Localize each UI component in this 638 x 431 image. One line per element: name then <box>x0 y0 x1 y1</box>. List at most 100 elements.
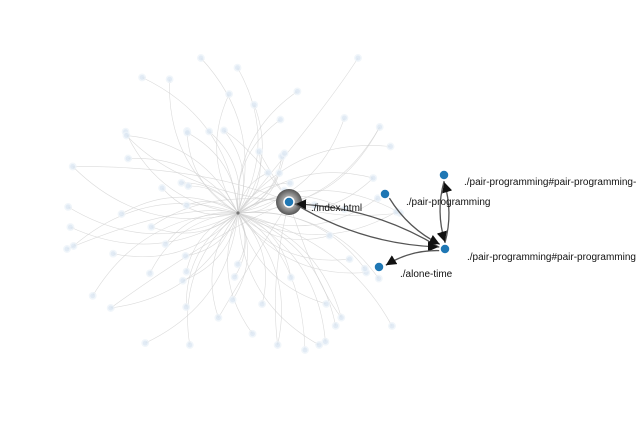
faded-edge <box>187 212 239 346</box>
faded-node[interactable] <box>275 169 284 178</box>
faded-node[interactable] <box>63 245 71 253</box>
faded-node[interactable] <box>220 126 228 135</box>
faded-edge <box>237 211 366 269</box>
faded-edge <box>237 172 269 214</box>
faded-node[interactable] <box>158 184 167 192</box>
faded-node[interactable] <box>165 75 174 84</box>
graph-node-pair-programming-anchor-2[interactable]: ./pair-programming#pair-programming <box>439 243 636 263</box>
faded-node[interactable] <box>345 255 354 264</box>
faded-node[interactable] <box>322 299 331 308</box>
faded-node[interactable] <box>109 249 118 258</box>
faded-node[interactable] <box>196 54 205 62</box>
faded-node[interactable] <box>68 162 77 171</box>
faded-node[interactable] <box>106 304 115 312</box>
faded-edge <box>237 117 345 214</box>
faded-node[interactable] <box>69 242 78 250</box>
faded-node[interactable] <box>369 174 378 183</box>
faded-node[interactable] <box>388 322 396 330</box>
faded-edge <box>121 196 239 215</box>
faded-edge <box>227 212 253 334</box>
faded-node[interactable] <box>374 274 383 283</box>
faded-edge <box>232 212 248 300</box>
faded-node[interactable] <box>248 329 257 338</box>
faded-node[interactable] <box>360 264 369 273</box>
faded-node[interactable] <box>182 267 191 276</box>
faded-edge <box>141 77 239 214</box>
faded-node[interactable] <box>66 223 75 232</box>
faded-node[interactable] <box>286 273 295 282</box>
faded-edge <box>237 67 259 214</box>
faded-node[interactable] <box>230 273 239 281</box>
faded-node[interactable] <box>184 182 193 190</box>
faded-node[interactable] <box>337 313 346 322</box>
faded-node[interactable] <box>124 154 133 163</box>
graph-node-pair-programming-anchor-1[interactable]: ./pair-programming#pair-programming- <box>438 169 636 188</box>
faded-edge <box>237 212 306 351</box>
faded-edge <box>110 201 290 309</box>
faded-edge <box>237 173 280 214</box>
faded-edge <box>167 79 239 214</box>
faded-node[interactable] <box>280 149 289 158</box>
faded-edge <box>185 212 239 258</box>
faded-node[interactable] <box>228 295 237 304</box>
faded-edge <box>288 126 380 203</box>
faded-node[interactable] <box>273 341 282 349</box>
faded-node[interactable] <box>183 128 192 137</box>
faded-node[interactable] <box>373 194 382 203</box>
faded-node[interactable] <box>340 113 349 122</box>
faded-edge <box>126 134 239 214</box>
faded-node[interactable] <box>177 178 186 187</box>
faded-node[interactable] <box>315 341 324 349</box>
faded-node[interactable] <box>64 202 73 211</box>
faded-node[interactable] <box>386 142 395 151</box>
faded-edge <box>237 153 286 214</box>
faded-node[interactable] <box>233 260 242 269</box>
faded-edge <box>237 211 397 235</box>
faded-node[interactable] <box>122 131 131 140</box>
faded-node[interactable] <box>141 339 150 348</box>
graph-node-alone-time[interactable]: ./alone-time <box>373 261 453 280</box>
faded-node[interactable] <box>331 321 340 330</box>
faded-node[interactable] <box>250 100 259 109</box>
faded-node[interactable] <box>321 337 330 346</box>
faded-node[interactable] <box>147 222 156 231</box>
faded-node[interactable] <box>293 87 302 96</box>
faded-edge <box>237 91 298 214</box>
faded-node[interactable] <box>375 123 384 131</box>
faded-node[interactable] <box>185 341 194 349</box>
faded-node[interactable] <box>214 313 223 322</box>
faded-node[interactable] <box>182 303 191 312</box>
faded-node[interactable] <box>205 127 214 136</box>
faded-edge <box>237 197 315 214</box>
faded-node[interactable] <box>178 276 187 285</box>
faded-edge <box>237 212 327 342</box>
faded-node[interactable] <box>138 73 147 82</box>
faded-node[interactable] <box>301 346 309 354</box>
faded-node[interactable] <box>264 168 273 177</box>
faded-node[interactable] <box>161 240 170 249</box>
faded-node[interactable] <box>88 291 97 300</box>
faded-node[interactable] <box>233 63 242 72</box>
faded-node[interactable] <box>181 252 190 260</box>
faded-node[interactable] <box>354 54 362 62</box>
graph-node-index[interactable]: ./index.html <box>283 196 362 214</box>
faded-node[interactable] <box>225 90 234 99</box>
edge-pair-programming-anchor-2-to-index <box>295 199 440 248</box>
faded-node-layer <box>63 54 404 354</box>
node-label-pair-programming-anchor-1: ./pair-programming#pair-programming- <box>464 177 636 188</box>
graph-node-pair-programming[interactable]: ./pair-programming <box>379 188 490 208</box>
faded-edge <box>237 212 327 305</box>
faded-node[interactable] <box>325 231 334 240</box>
faded-edge <box>185 212 239 272</box>
faded-node[interactable] <box>276 115 285 124</box>
faded-node[interactable] <box>117 210 126 218</box>
faded-node[interactable] <box>182 201 191 210</box>
active-node-layer: ./index.html ./pair-programming ./pair-p… <box>283 169 636 280</box>
faded-node[interactable] <box>286 179 295 188</box>
hub-node[interactable] <box>236 211 240 215</box>
faded-edge <box>72 166 239 219</box>
faded-node[interactable] <box>258 300 267 309</box>
faded-node[interactable] <box>255 147 264 156</box>
faded-node[interactable] <box>145 269 154 278</box>
